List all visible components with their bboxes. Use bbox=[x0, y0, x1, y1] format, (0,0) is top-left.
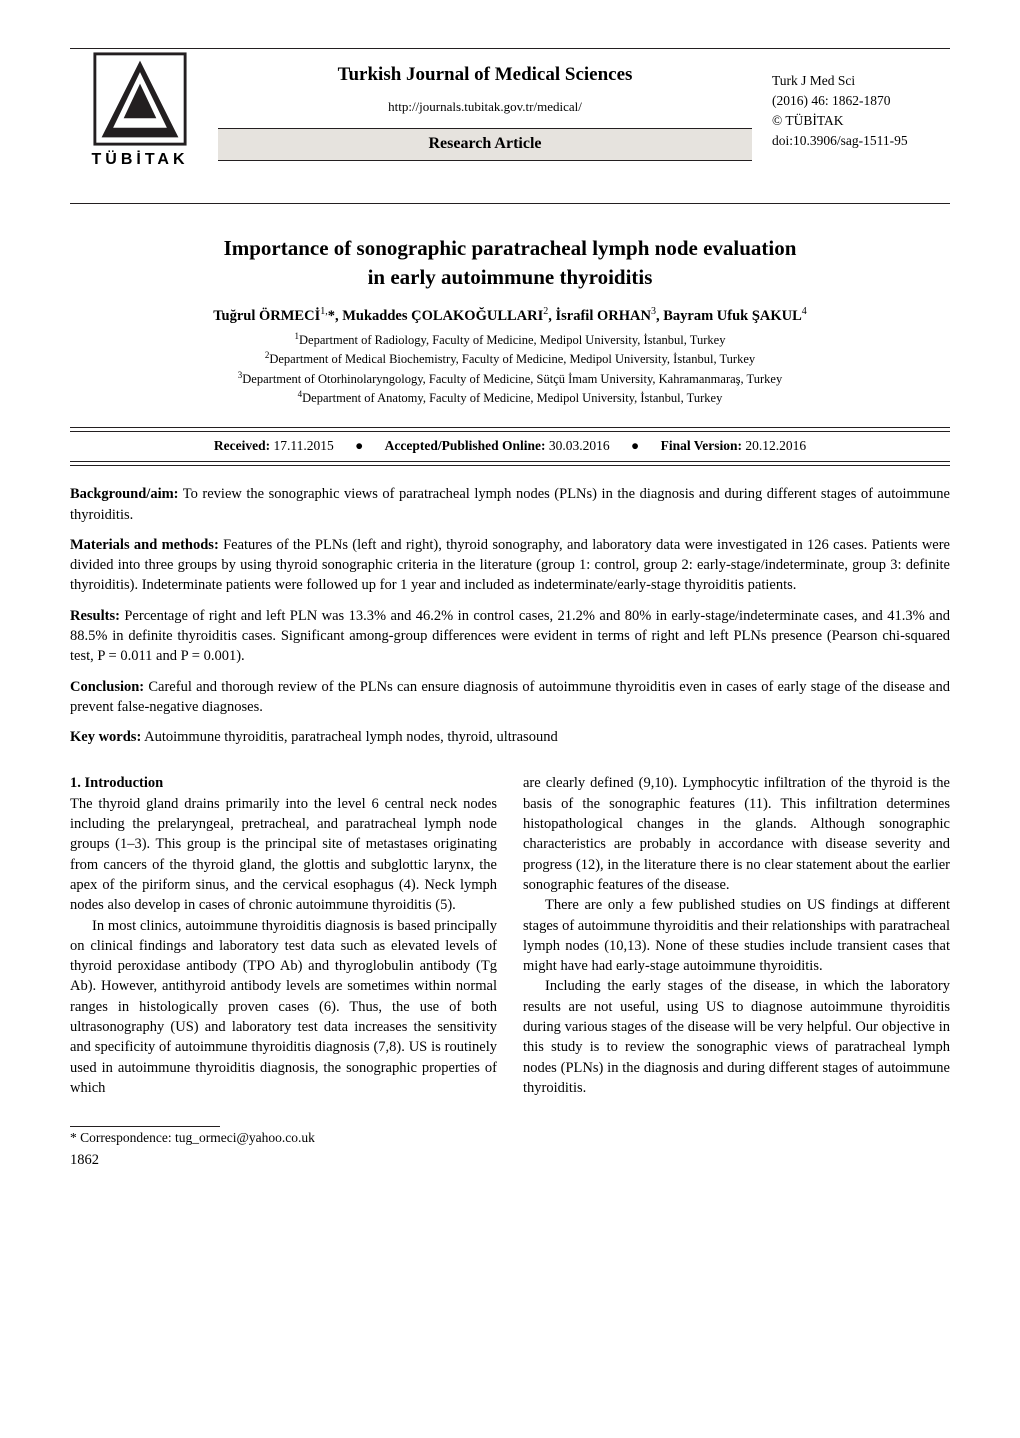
paper-title-line1: Importance of sonographic paratracheal l… bbox=[224, 236, 797, 260]
author-list: Tuğrul ÖRMECİ1,*, Mukaddes ÇOLAKOĞULLARI… bbox=[70, 305, 950, 326]
affil-2: Department of Medical Biochemistry, Facu… bbox=[269, 353, 755, 367]
publisher-logo-text: TÜBİTAK bbox=[91, 149, 188, 171]
page-number: 1862 bbox=[70, 1150, 950, 1170]
affiliations: 1Department of Radiology, Faculty of Med… bbox=[70, 330, 950, 407]
keywords: Key words: Autoimmune thyroiditis, parat… bbox=[70, 727, 950, 747]
author-sep: , bbox=[548, 308, 555, 324]
article-type-band: Research Article bbox=[218, 128, 752, 160]
dates-row: Received: 17.11.2015 ● Accepted/Publishe… bbox=[70, 431, 950, 462]
author-1: Tuğrul ÖRMECİ bbox=[213, 308, 320, 324]
abstract-conclusion-label: Conclusion: bbox=[70, 679, 144, 695]
body-paragraph: are clearly defined (9,10). Lymphocytic … bbox=[523, 773, 950, 895]
received-date: 17.11.2015 bbox=[270, 438, 334, 453]
rule-below-banner bbox=[70, 203, 950, 204]
dot-separator: ● bbox=[355, 438, 363, 453]
body-paragraph: In most clinics, autoimmune thyroiditis … bbox=[70, 916, 497, 1099]
banner-center: Turkish Journal of Medical Sciences http… bbox=[210, 51, 760, 171]
received-label: Received: bbox=[214, 438, 270, 453]
abstract-results-text: Percentage of right and left PLN was 13.… bbox=[70, 608, 950, 665]
body-columns: 1. Introduction The thyroid gland drains… bbox=[70, 773, 950, 1098]
volume-pages: (2016) 46: 1862-1870 bbox=[772, 91, 950, 111]
article-type: Research Article bbox=[429, 135, 542, 152]
keywords-text: Autoimmune thyroiditis, paratracheal lym… bbox=[141, 729, 557, 745]
abstract-conclusion-text: Careful and thorough review of the PLNs … bbox=[70, 679, 950, 715]
rule-top bbox=[70, 48, 950, 49]
journal-title: Turkish Journal of Medical Sciences bbox=[218, 62, 752, 89]
affil-4: Department of Anatomy, Faculty of Medici… bbox=[302, 391, 722, 405]
section-heading-intro: 1. Introduction bbox=[70, 773, 497, 793]
correspondence-footnote: * Correspondence: tug_ormeci@yahoo.co.uk bbox=[70, 1129, 950, 1148]
paper-title-line2: in early autoimmune thyroiditis bbox=[368, 265, 653, 289]
abstract-results: Results: Percentage of right and left PL… bbox=[70, 606, 950, 667]
journal-abbrev: Turk J Med Sci bbox=[772, 71, 950, 91]
journal-url[interactable]: http://journals.tubitak.gov.tr/medical/ bbox=[218, 98, 752, 116]
abstract: Background/aim: To review the sonographi… bbox=[70, 484, 950, 747]
final-label: Final Version: bbox=[661, 438, 742, 453]
title-block: Importance of sonographic paratracheal l… bbox=[70, 234, 950, 407]
keywords-label: Key words: bbox=[70, 729, 141, 745]
abstract-conclusion: Conclusion: Careful and thorough review … bbox=[70, 677, 950, 718]
affil-3: Department of Otorhinolaryngology, Facul… bbox=[242, 372, 782, 386]
abstract-background: Background/aim: To review the sonographi… bbox=[70, 484, 950, 525]
dates-box: Received: 17.11.2015 ● Accepted/Publishe… bbox=[70, 427, 950, 466]
journal-banner: TÜBİTAK Turkish Journal of Medical Scien… bbox=[70, 51, 950, 171]
author-4: Bayram Ufuk ŞAKUL bbox=[663, 308, 802, 324]
tubitak-logo-icon bbox=[92, 51, 188, 147]
body-paragraph: There are only a few published studies o… bbox=[523, 895, 950, 976]
doi: doi:10.3906/sag-1511-95 bbox=[772, 131, 950, 151]
final-date: 20.12.2016 bbox=[742, 438, 806, 453]
abstract-results-label: Results: bbox=[70, 608, 120, 624]
body-paragraph: Including the early stages of the diseas… bbox=[523, 976, 950, 1098]
copyright: © TÜBİTAK bbox=[772, 111, 950, 131]
dot-separator: ● bbox=[631, 438, 639, 453]
accepted-date: 30.03.2016 bbox=[546, 438, 610, 453]
footnote-rule bbox=[70, 1126, 220, 1127]
author-3: İsrafil ORHAN bbox=[556, 308, 651, 324]
publisher-logo: TÜBİTAK bbox=[70, 51, 210, 171]
author-1-corr-star: * bbox=[328, 308, 335, 324]
abstract-methods: Materials and methods: Features of the P… bbox=[70, 535, 950, 596]
body-paragraph: The thyroid gland drains primarily into … bbox=[70, 794, 497, 916]
author-2: Mukaddes ÇOLAKOĞULLARI bbox=[342, 308, 543, 324]
abstract-methods-label: Materials and methods: bbox=[70, 537, 219, 553]
paper-title: Importance of sonographic paratracheal l… bbox=[70, 234, 950, 291]
abstract-background-label: Background/aim: bbox=[70, 486, 179, 502]
affil-1: Department of Radiology, Faculty of Medi… bbox=[299, 333, 725, 347]
author-4-affil: 4 bbox=[802, 306, 807, 317]
accepted-label: Accepted/Published Online: bbox=[385, 438, 546, 453]
page: TÜBİTAK Turkish Journal of Medical Scien… bbox=[0, 0, 1020, 1210]
abstract-background-text: To review the sonographic views of parat… bbox=[70, 486, 950, 522]
journal-meta: Turk J Med Sci (2016) 46: 1862-1870 © TÜ… bbox=[760, 51, 950, 171]
author-1-affil: 1, bbox=[320, 306, 328, 317]
